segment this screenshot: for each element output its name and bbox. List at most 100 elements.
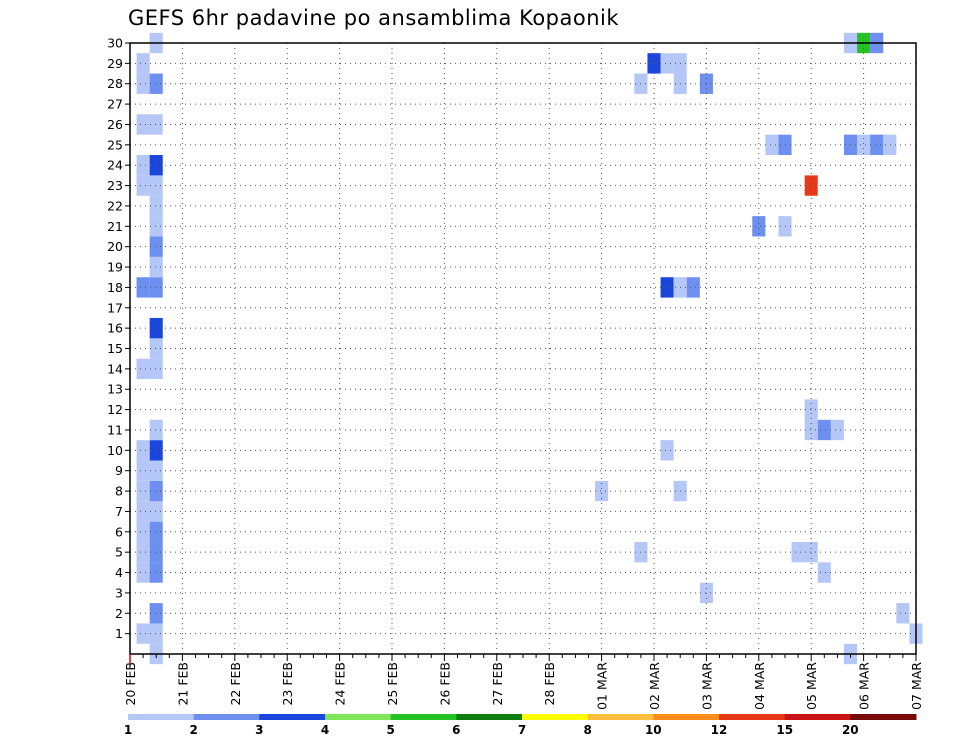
- legend-level-label: 6: [452, 723, 460, 737]
- legend-level-label: 3: [255, 723, 263, 737]
- heatmap-cell: [149, 73, 163, 94]
- heatmap-cell: [660, 277, 674, 298]
- x-tick-label: 20 FEB: [123, 662, 138, 706]
- legend-level-label: 12: [711, 723, 728, 737]
- legend-swatch: [850, 714, 917, 720]
- heatmap-cell: [136, 623, 150, 644]
- heatmap-cell: [149, 358, 163, 380]
- chart-title: GEFS 6hr padavine po ansamblima Kopaonik: [128, 6, 620, 30]
- y-tick-label: 2: [115, 606, 123, 621]
- y-tick-label: 15: [107, 341, 123, 356]
- y-tick-label: 11: [107, 422, 123, 437]
- heatmap-cell: [149, 216, 163, 237]
- x-tick-label: 28 FEB: [542, 662, 557, 706]
- y-tick-label: 19: [107, 260, 123, 275]
- legend-level-label: 4: [321, 723, 329, 737]
- heatmap-cell: [817, 419, 831, 441]
- heatmap-cell: [804, 175, 818, 196]
- heatmap-cell: [149, 175, 163, 196]
- legend-swatch: [784, 714, 851, 720]
- y-tick-label: 6: [115, 524, 123, 539]
- y-tick-label: 29: [107, 56, 123, 71]
- y-tick-label: 8: [115, 484, 123, 499]
- heatmap-cell: [752, 216, 766, 237]
- x-tick-label: 21 FEB: [175, 662, 190, 706]
- heatmap-cell: [149, 603, 163, 624]
- y-tick-label: 27: [107, 97, 123, 112]
- y-tick-label: 23: [107, 178, 123, 193]
- x-tick-label: 26 FEB: [437, 662, 452, 706]
- heatmap-cell: [149, 195, 163, 217]
- legend-swatch: [653, 714, 720, 720]
- legend-swatch: [193, 714, 260, 720]
- heatmap-cell: [136, 358, 150, 380]
- heatmap-cells: [136, 32, 923, 665]
- heatmap-cell: [136, 277, 150, 298]
- y-tick-label: 4: [115, 565, 123, 580]
- y-tick-label: 17: [107, 300, 123, 315]
- heatmap-cell: [804, 399, 818, 420]
- x-tick-label: 23 FEB: [280, 662, 295, 706]
- x-axis: 20 FEB 21 FEB 22 FEB 23 FEB 24 FEB 25 FEB 26 F…: [123, 654, 924, 710]
- heatmap-cell: [136, 440, 150, 461]
- legend-swatch: [128, 714, 195, 720]
- legend-level-label: 2: [190, 723, 198, 737]
- x-tick-label: 03 MAR: [699, 662, 714, 710]
- legend-swatch: [390, 714, 457, 720]
- y-tick-label: 10: [107, 443, 123, 458]
- heatmap-cell: [136, 562, 150, 583]
- y-tick-label: 30: [107, 36, 123, 51]
- heatmap-cell: [149, 541, 163, 563]
- legend-swatch: [522, 714, 589, 720]
- y-tick-label: 13: [107, 382, 123, 397]
- x-tick-label: 22 FEB: [228, 662, 243, 706]
- legend-level-label: 5: [387, 723, 395, 737]
- y-tick-label: 3: [115, 585, 123, 600]
- heatmap-cell: [817, 562, 831, 583]
- heatmap-cell: [149, 114, 163, 135]
- y-tick-label: 9: [115, 463, 123, 478]
- x-tick-label: 25 FEB: [385, 662, 400, 706]
- heatmap-cell: [149, 501, 163, 522]
- legend-swatch: [456, 714, 523, 720]
- x-tick-label: 02 MAR: [647, 662, 662, 710]
- legend-swatch: [587, 714, 654, 720]
- legend-level-label: 7: [518, 723, 526, 737]
- color-legend: 1 2 3 4 5 6 7 8 10 12 15 20: [124, 714, 917, 737]
- heatmap-cell: [149, 338, 163, 359]
- y-tick-label: 14: [107, 361, 123, 376]
- y-tick-label: 24: [107, 158, 123, 173]
- heatmap-cell: [830, 419, 844, 441]
- legend-level-label: 1: [124, 723, 132, 737]
- heatmap-cell: [136, 53, 150, 74]
- heatmap-cell: [896, 603, 910, 624]
- y-tick-label: 22: [107, 198, 123, 213]
- y-tick-label: 26: [107, 117, 123, 132]
- legend-swatch: [719, 714, 786, 720]
- heatmap-cell: [149, 623, 163, 644]
- x-tick-label: 06 MAR: [857, 662, 872, 710]
- heatmap-cell: [136, 460, 150, 481]
- heatmap-cell: [149, 440, 163, 461]
- heatmap-cell: [660, 440, 674, 461]
- heatmap-cell: [136, 480, 150, 502]
- heatmap-cell: [595, 480, 609, 502]
- heatmap-cell: [765, 134, 779, 156]
- heatmap-cell: [149, 460, 163, 481]
- grid-lines: [130, 43, 916, 654]
- legend-level-label: 15: [776, 723, 793, 737]
- legend-level-label: 10: [645, 723, 662, 737]
- x-tick-label: 04 MAR: [752, 662, 767, 710]
- y-axis: 1234567891011121314151617181920212223242…: [107, 36, 130, 641]
- heatmap-cell: [870, 134, 884, 156]
- heatmap-cell: [149, 562, 163, 583]
- heatmap-cell: [149, 521, 163, 542]
- legend-level-label: 20: [842, 723, 859, 737]
- y-tick-label: 16: [107, 321, 123, 336]
- legend-swatch: [259, 714, 326, 720]
- heatmap-cell: [136, 541, 150, 563]
- heatmap-cell: [149, 317, 163, 339]
- y-tick-label: 18: [107, 280, 123, 295]
- y-tick-label: 1: [115, 626, 123, 641]
- heatmap-cell: [149, 155, 163, 176]
